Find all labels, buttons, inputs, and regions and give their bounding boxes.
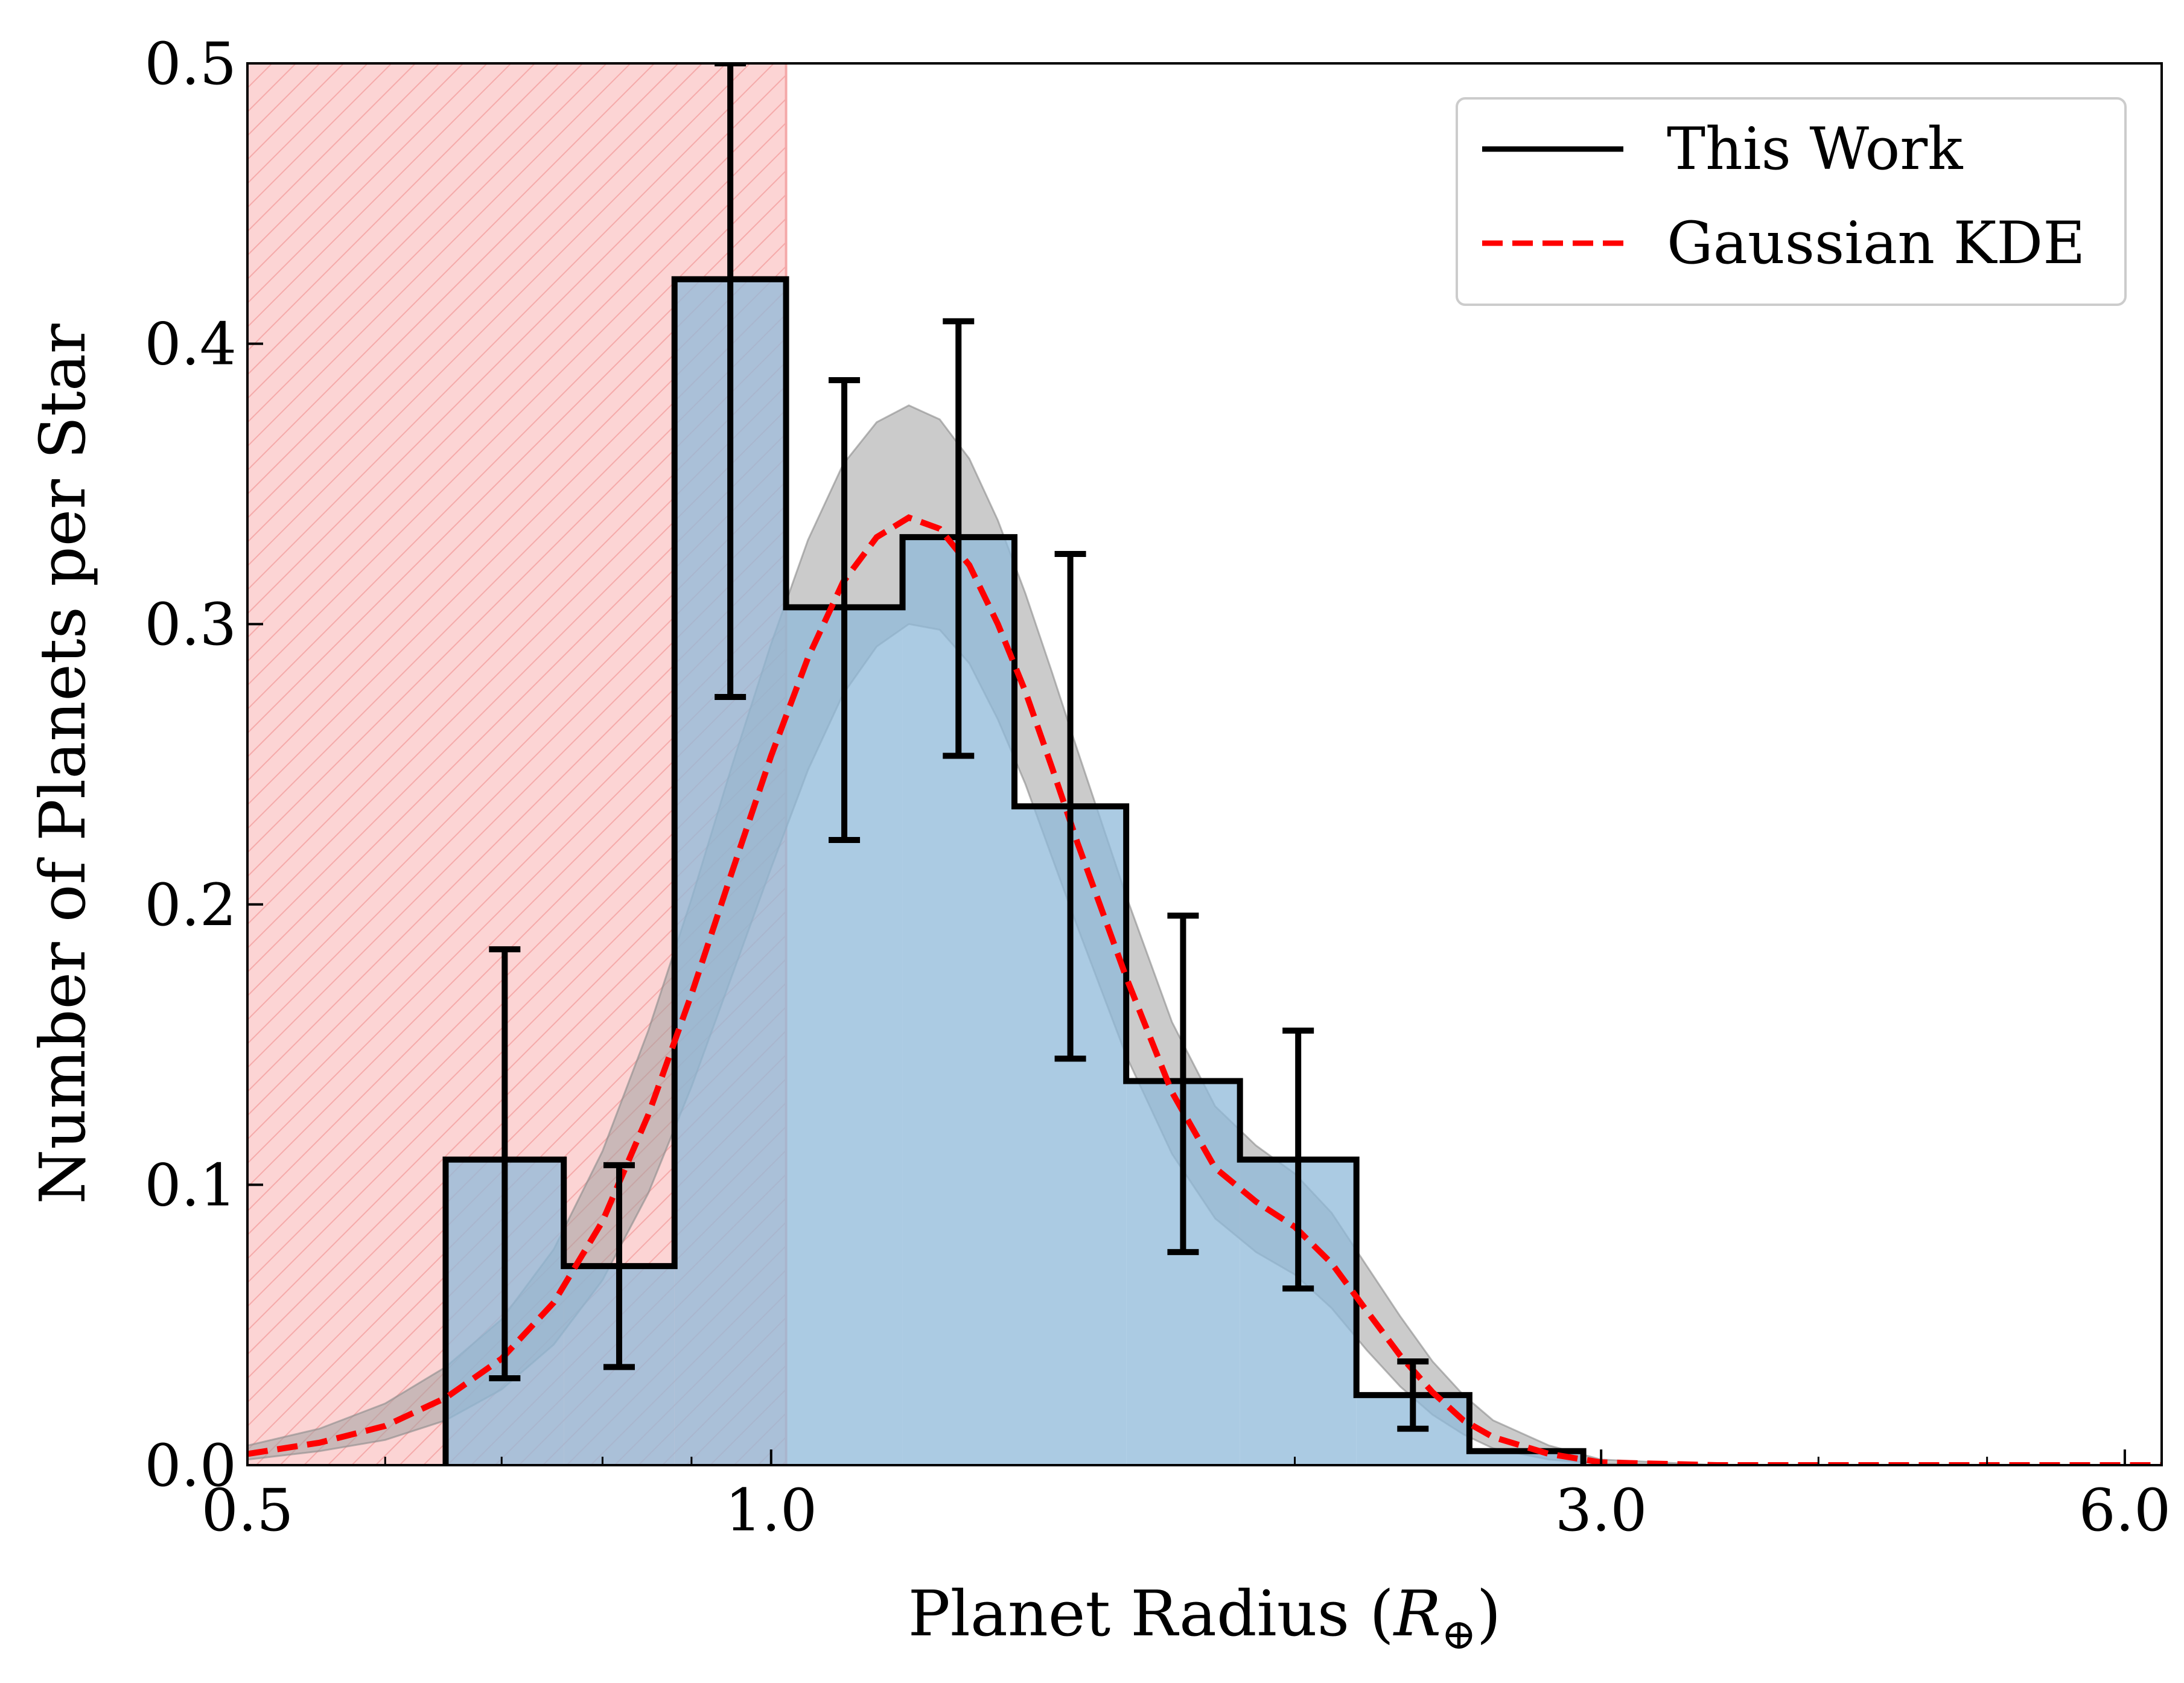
plot-frame bbox=[246, 62, 2163, 1466]
error-bars bbox=[489, 63, 1429, 1432]
histogram-bar bbox=[1469, 1451, 1584, 1465]
error-bar bbox=[1397, 1358, 1429, 1432]
kde-line bbox=[247, 514, 2162, 1465]
y-tick-label: 0.3 bbox=[144, 591, 237, 658]
error-bar bbox=[489, 946, 521, 1381]
axis-ticks: 0.0 0.1 0.2 0.3 0.4 0.5 0.5 1.0 3.0 6.0 bbox=[144, 30, 2171, 1544]
x-tick-label: 6.0 bbox=[2079, 1477, 2171, 1544]
error-bar bbox=[715, 63, 747, 700]
x-tick-label: 3.0 bbox=[1555, 1477, 1648, 1544]
y-tick-label: 0.4 bbox=[144, 311, 237, 378]
plot-area bbox=[247, 63, 2162, 1465]
kde-curve bbox=[247, 514, 2162, 1465]
y-tick-label: 0.1 bbox=[144, 1151, 237, 1219]
error-bar bbox=[1282, 1027, 1314, 1292]
y-tick-label: 0.2 bbox=[144, 871, 237, 939]
legend-label-gaussian-kde: Gaussian KDE bbox=[1667, 209, 2085, 277]
x-tick-label: 1.0 bbox=[725, 1477, 817, 1544]
y-tick-label: 0.5 bbox=[144, 30, 237, 98]
legend: This Work Gaussian KDE bbox=[1456, 97, 2127, 306]
error-bar bbox=[829, 377, 861, 843]
legend-label-this-work: This Work bbox=[1667, 115, 1963, 183]
histogram-fill bbox=[445, 279, 1584, 1465]
y-axis-title: Number of Planets per Star bbox=[26, 323, 100, 1204]
error-bar bbox=[1167, 912, 1199, 1255]
x-tick-label: 0.5 bbox=[202, 1477, 294, 1544]
error-bar bbox=[1054, 551, 1086, 1062]
x-axis-title: Planet Radius (R⊕) bbox=[908, 1577, 1501, 1659]
error-bar bbox=[943, 318, 975, 759]
legend-box bbox=[1456, 97, 2127, 306]
error-bar bbox=[603, 1162, 635, 1370]
y-tick-label: 0.0 bbox=[144, 1432, 237, 1500]
